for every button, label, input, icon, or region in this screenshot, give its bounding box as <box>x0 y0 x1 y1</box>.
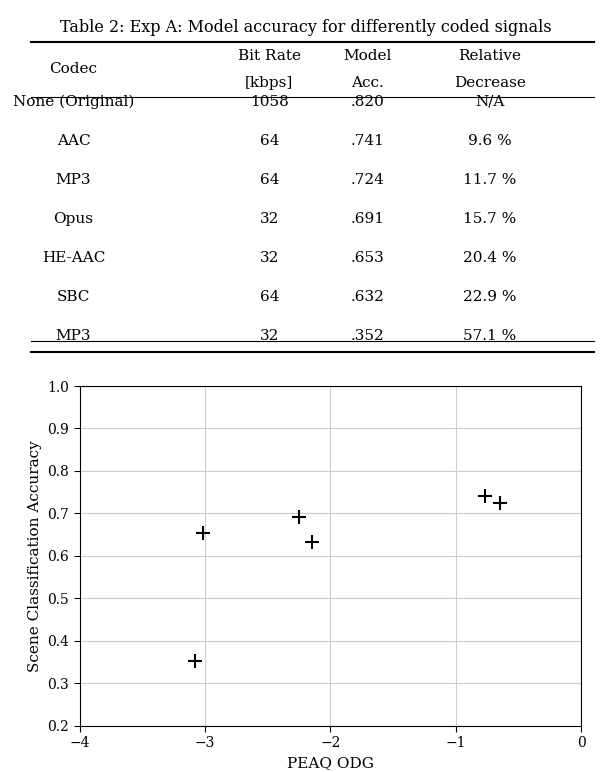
Text: 1058: 1058 <box>250 95 289 109</box>
Text: .724: .724 <box>350 173 384 187</box>
Text: 57.1 %: 57.1 % <box>463 329 517 343</box>
Text: MP3: MP3 <box>56 173 91 187</box>
X-axis label: PEAQ ODG: PEAQ ODG <box>287 756 374 770</box>
Text: Codec: Codec <box>50 63 97 76</box>
Text: Relative: Relative <box>458 49 521 63</box>
Text: Opus: Opus <box>53 212 94 226</box>
Text: SBC: SBC <box>57 290 90 304</box>
Text: 32: 32 <box>259 251 279 265</box>
Text: .632: .632 <box>350 290 384 304</box>
Y-axis label: Scene Classification Accuracy: Scene Classification Accuracy <box>28 440 42 672</box>
Text: .741: .741 <box>350 134 384 148</box>
Text: .653: .653 <box>350 251 384 265</box>
Text: Decrease: Decrease <box>453 76 526 90</box>
Text: [kbps]: [kbps] <box>245 76 293 90</box>
Text: Table 2: Exp A: Model accuracy for differently coded signals: Table 2: Exp A: Model accuracy for diffe… <box>60 19 552 36</box>
Text: Model: Model <box>343 49 392 63</box>
Text: 20.4 %: 20.4 % <box>463 251 517 265</box>
Text: N/A: N/A <box>475 95 504 109</box>
Text: .352: .352 <box>350 329 384 343</box>
Text: 15.7 %: 15.7 % <box>463 212 517 226</box>
Text: HE-AAC: HE-AAC <box>42 251 105 265</box>
Text: 64: 64 <box>259 134 279 148</box>
Text: 32: 32 <box>259 329 279 343</box>
Text: Bit Rate: Bit Rate <box>238 49 300 63</box>
Text: 64: 64 <box>259 173 279 187</box>
Text: .820: .820 <box>350 95 384 109</box>
Text: 32: 32 <box>259 212 279 226</box>
Text: 64: 64 <box>259 290 279 304</box>
Text: MP3: MP3 <box>56 329 91 343</box>
Text: 9.6 %: 9.6 % <box>468 134 512 148</box>
Text: None (Original): None (Original) <box>13 95 134 109</box>
Text: AAC: AAC <box>57 134 90 148</box>
Text: 22.9 %: 22.9 % <box>463 290 517 304</box>
Text: .691: .691 <box>350 212 384 226</box>
Text: Acc.: Acc. <box>351 76 384 90</box>
Text: 11.7 %: 11.7 % <box>463 173 517 187</box>
